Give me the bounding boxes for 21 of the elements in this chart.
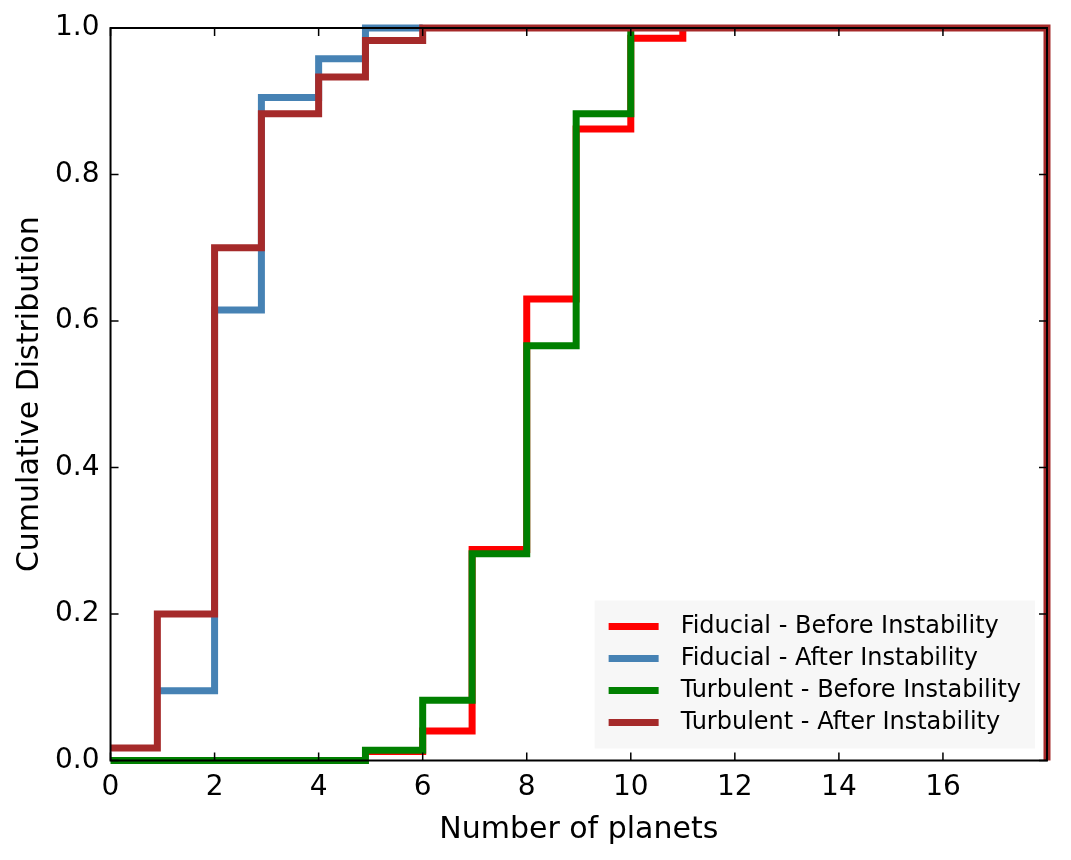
- legend-label: Fiducial - After Instability: [680, 642, 978, 671]
- x-tick-label: 0: [101, 769, 120, 803]
- legend-label: Turbulent - Before Instability: [679, 674, 1021, 703]
- x-tick-label: 8: [517, 769, 536, 803]
- y-tick-label: 0.8: [55, 155, 100, 189]
- y-tick-label: 0.0: [55, 741, 100, 775]
- x-tick-label: 12: [717, 769, 753, 803]
- y-tick-label: 0.6: [55, 302, 100, 336]
- y-tick-label: 0.4: [55, 448, 100, 482]
- y-axis-title: Cumulative Distribution: [9, 216, 45, 573]
- legend-label: Turbulent - After Instability: [679, 706, 1001, 735]
- x-tick-label: 6: [413, 769, 432, 803]
- x-tick-label: 16: [925, 769, 961, 803]
- x-axis-title: Number of planets: [439, 809, 719, 845]
- y-tick-label: 0.2: [55, 595, 100, 629]
- y-tick-label: 1.0: [55, 9, 100, 43]
- x-tick-label: 14: [821, 769, 857, 803]
- legend-label: Fiducial - Before Instability: [680, 610, 999, 639]
- x-tick-label: 2: [205, 769, 224, 803]
- x-tick-label: 4: [309, 769, 328, 803]
- x-tick-label: 10: [612, 769, 649, 803]
